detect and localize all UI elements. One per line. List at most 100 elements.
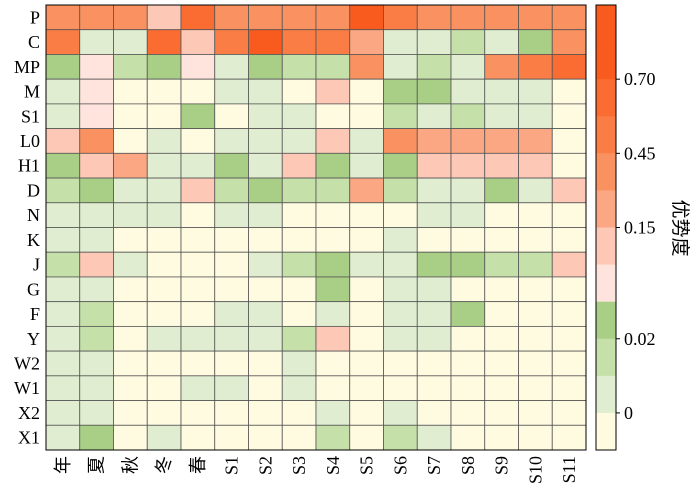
heatmap-cell [248,29,283,55]
heatmap-cell [315,78,351,105]
heatmap-cell [180,325,216,352]
heatmap-cell [214,227,249,253]
colorbar-tick-label: 0.15 [624,218,656,238]
heatmap-cell [281,251,317,278]
heatmap-cell [349,78,384,105]
heatmap-cell [315,128,351,154]
heatmap-cell [214,78,249,105]
heatmap-cell [349,251,384,278]
y-tick-label: Y [27,329,40,349]
heatmap-cell [214,4,249,31]
heatmap-cell [248,78,283,105]
heatmap-cell [180,4,216,31]
heatmap-cell [450,4,486,31]
colorbar-tick-label: 0.02 [624,329,656,349]
x-tick-label: S11 [559,456,579,483]
heatmap-cell [484,202,519,228]
colorbar-bin [596,42,616,80]
heatmap-cell [79,103,114,130]
heatmap-cell [45,400,81,426]
heatmap-cell [113,54,148,80]
heatmap-cell [248,128,283,154]
heatmap-cell [248,227,283,253]
heatmap-cell [315,400,351,426]
heatmap-cell [45,152,81,179]
heatmap-cell [383,177,418,204]
heatmap-cell [180,400,216,426]
heatmap-cell [518,400,553,426]
heatmap-cell [551,78,587,105]
heatmap-cell [518,350,553,377]
heatmap-cell [383,251,418,278]
heatmap-cell [281,54,317,80]
heatmap-cell [214,152,249,179]
heatmap-cell [383,400,418,426]
heatmap-cell [315,152,351,179]
heatmap-cell [45,350,81,377]
colorbar-bin [596,116,616,154]
heatmap-cell [79,350,114,377]
heatmap-cell [45,375,81,401]
heatmap-cell [248,400,283,426]
heatmap-cell [518,202,553,228]
heatmap-cell [484,325,519,352]
heatmap-cell [214,251,249,278]
heatmap-cell [281,350,317,377]
colorbar-bin [596,412,616,451]
x-tick-label: S8 [458,456,478,475]
heatmap-cell [450,424,486,451]
heatmap-cell [484,400,519,426]
heatmap-cell [518,301,553,327]
heatmap-cell [349,54,384,80]
heatmap-cell [349,350,384,377]
heatmap-cell [315,251,351,278]
colorbar-bin [596,190,616,228]
heatmap-cell [349,276,384,303]
heatmap-cell [214,202,249,228]
heatmap-cell [551,152,587,179]
heatmap-cell [416,78,452,105]
x-tick-label: S1 [222,456,242,475]
x-tick-label: 春 [188,456,208,474]
x-tick-label: S6 [390,456,410,475]
heatmap-cell [79,400,114,426]
heatmap-cell [79,4,114,31]
heatmap-cell [214,128,249,154]
heatmap-cell [315,227,351,253]
heatmap-cell [383,4,418,31]
heatmap-cell [315,103,351,130]
heatmap-cell [383,128,418,154]
heatmap-cell [214,325,249,352]
heatmap-cell [416,227,452,253]
heatmap-cell [180,54,216,80]
heatmap-cell [180,128,216,154]
heatmap-cell [484,350,519,377]
heatmap-cell [383,78,418,105]
heatmap-cell [450,54,486,80]
heatmap-cell [416,375,452,401]
heatmap-cell [146,4,182,31]
colorbar: 0.70 0.45 0.15 0.02 0 [595,4,656,451]
heatmap-cell [214,276,249,303]
heatmap-cell [383,54,418,80]
heatmap-cell [281,325,317,352]
heatmap-cell [450,375,486,401]
heatmap-cell [484,152,519,179]
heatmap-cell [45,78,81,105]
heatmap-cell [518,78,553,105]
heatmap-cell [349,325,384,352]
heatmap-cell [281,152,317,179]
heatmap-cell [281,29,317,55]
heatmap-cell [180,251,216,278]
heatmap-cell [551,128,587,154]
y-tick-label: P [30,7,40,27]
plot-frame [45,4,587,451]
heatmap-cell [383,276,418,303]
colorbar-bin [596,153,616,191]
heatmap-cell [113,152,148,179]
heatmap-cell [281,78,317,105]
y-tick-label: W2 [14,353,40,373]
heatmap-cell [180,78,216,105]
colorbar-bin [596,227,616,266]
heatmap-cell [484,301,519,327]
